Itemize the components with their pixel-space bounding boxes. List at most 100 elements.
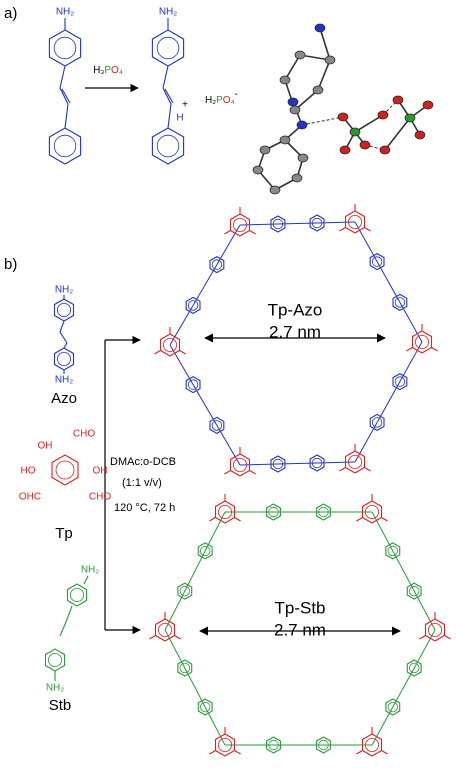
- bond: [240, 222, 355, 225]
- bond: [170, 345, 240, 465]
- bond: [64, 343, 67, 348]
- ring-inner: [57, 352, 70, 365]
- bond: [382, 518, 388, 522]
- atom: [288, 98, 298, 106]
- atom: [260, 146, 270, 154]
- anion-charge: -: [235, 89, 238, 100]
- group: CHO: [73, 429, 95, 440]
- bond: [175, 636, 181, 640]
- panel-label: b): [4, 256, 17, 273]
- atom: [298, 154, 308, 162]
- bond: [154, 351, 160, 355]
- atom: [360, 141, 370, 149]
- figure: a) NH₂ H₃PO₄ NH₂ + H H₂PO₄- b) NH₂ NH₂ A…: [0, 0, 457, 772]
- bond: [302, 117, 343, 125]
- ring-inner: [54, 37, 76, 59]
- bond: [339, 228, 345, 232]
- bond: [235, 751, 241, 755]
- bond: [365, 468, 371, 472]
- bond: [318, 60, 330, 90]
- pore-size: 2.7 nm: [274, 620, 326, 639]
- bond: [372, 512, 435, 630]
- monomer-name: Stb: [49, 697, 72, 714]
- bond: [163, 66, 168, 88]
- cof-name: Tp-Azo: [268, 300, 323, 319]
- bond: [382, 751, 388, 755]
- bond: [165, 512, 225, 630]
- atom: [297, 121, 307, 129]
- amine: NH₂: [81, 565, 99, 576]
- amine: NH₂: [159, 7, 177, 18]
- bond: [65, 104, 68, 128]
- ring-inner: [70, 588, 83, 601]
- bond: [406, 348, 412, 352]
- atom: [315, 24, 325, 32]
- bond: [356, 518, 362, 522]
- anion: H₂PO₄-: [205, 89, 238, 106]
- bond: [165, 630, 225, 745]
- reagent-h: H₃: [93, 65, 104, 76]
- ring-inner: [157, 37, 179, 59]
- condition: (1:1 v/v): [122, 477, 162, 489]
- bond: [60, 88, 68, 104]
- bond: [240, 462, 355, 465]
- ring-inner: [56, 461, 74, 479]
- condition: 120 °C, 72 h: [114, 502, 175, 514]
- atom: [325, 56, 335, 64]
- bond: [365, 228, 371, 232]
- bond: [355, 342, 422, 462]
- group: OHC: [19, 492, 41, 503]
- pore-size: 2.7 nm: [269, 322, 321, 341]
- monomer-name: Azo: [51, 390, 77, 407]
- bond: [235, 518, 241, 522]
- bond: [432, 348, 438, 352]
- bond: [163, 88, 171, 104]
- bond: [385, 118, 410, 150]
- atom: [270, 186, 280, 194]
- atom: [380, 146, 390, 154]
- bond: [180, 351, 186, 355]
- atom: [280, 76, 290, 84]
- bond: [339, 468, 345, 472]
- bond: [250, 471, 256, 475]
- atom: [338, 113, 348, 121]
- condition: DMAc:o-DCB: [110, 456, 176, 468]
- nh-h: H: [176, 113, 183, 124]
- bond: [168, 104, 171, 128]
- atom: [253, 166, 263, 174]
- atom: [313, 86, 323, 94]
- panel-label: a): [4, 5, 17, 22]
- anion-o: O₄: [223, 95, 235, 106]
- atom: [350, 128, 360, 136]
- bond: [170, 225, 240, 345]
- atom: [340, 146, 350, 154]
- atom: [393, 96, 403, 104]
- bond: [209, 751, 215, 755]
- ring-inner: [54, 135, 76, 157]
- anion-h: H₂: [205, 95, 216, 106]
- ring-inner: [57, 303, 70, 316]
- bond: [209, 518, 215, 522]
- bond: [356, 751, 362, 755]
- charge: +: [182, 100, 188, 111]
- bond: [66, 606, 72, 622]
- bond: [320, 28, 330, 60]
- bond: [372, 630, 435, 745]
- reagent-o: O₄: [111, 65, 123, 76]
- cof-name: Tp-Stb: [274, 598, 325, 617]
- bond: [419, 636, 425, 640]
- bond: [445, 636, 451, 640]
- atom: [292, 174, 302, 182]
- atom: [290, 106, 300, 114]
- group: CHO: [89, 492, 111, 503]
- atom: [295, 51, 305, 59]
- atom: [280, 136, 290, 144]
- bond: [60, 332, 67, 343]
- atom: [415, 131, 425, 139]
- reagent: H₃PO₄: [93, 65, 123, 76]
- ring-inner: [157, 135, 179, 157]
- bond: [250, 231, 256, 235]
- bond: [60, 66, 65, 88]
- group: OH: [38, 441, 53, 452]
- bond: [149, 636, 155, 640]
